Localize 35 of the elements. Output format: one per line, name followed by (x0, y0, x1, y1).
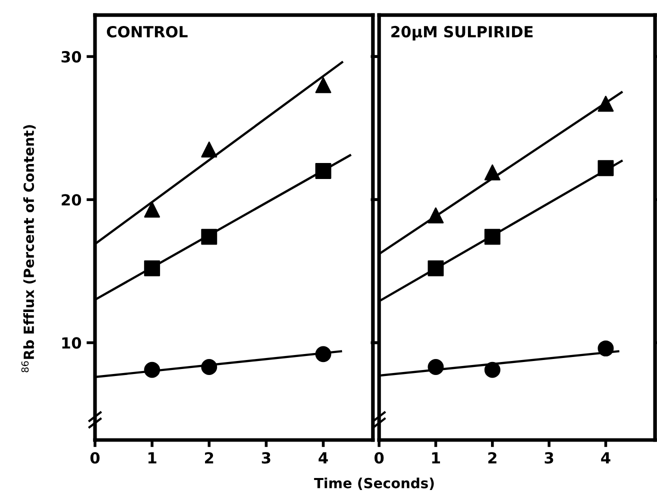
point (315, 163, 332, 179)
point (144, 362, 160, 378)
point (598, 96, 614, 112)
point (428, 260, 444, 276)
y-axis-title: $^{86}$Rb Efflux (Percent of Content) (21, 125, 36, 372)
y-tick-label: 10 (62, 337, 82, 349)
x-tick-label: 3 (544, 452, 554, 464)
x-tick-label: 2 (488, 452, 496, 464)
point (484, 362, 500, 378)
point (428, 359, 444, 376)
point (484, 228, 500, 245)
x-tick-label: 4 (318, 452, 328, 464)
point (598, 160, 614, 176)
x-tick-label: 4 (601, 452, 610, 464)
point (484, 164, 500, 180)
point (201, 359, 218, 376)
point (428, 207, 444, 224)
x-tick-label: 0 (90, 452, 100, 464)
y-tick-label: 30 (62, 51, 82, 63)
x-tick-label: 3 (262, 452, 270, 464)
text: 20µM SULPIRIDE (391, 26, 533, 40)
point (315, 77, 332, 94)
x-tick-label: 1 (432, 452, 440, 464)
point (144, 202, 160, 218)
y-tick-label: 20 (62, 194, 82, 206)
point (598, 340, 614, 356)
point (315, 346, 332, 362)
text: CONTROL (106, 26, 188, 38)
x-tick-label: 1 (148, 452, 156, 464)
point (201, 142, 218, 158)
point (201, 228, 218, 245)
point (144, 260, 160, 276)
x-axis-title: Time (Seconds) (314, 478, 434, 490)
x-tick-label: 2 (205, 452, 214, 464)
x-tick-label: 0 (374, 452, 384, 464)
